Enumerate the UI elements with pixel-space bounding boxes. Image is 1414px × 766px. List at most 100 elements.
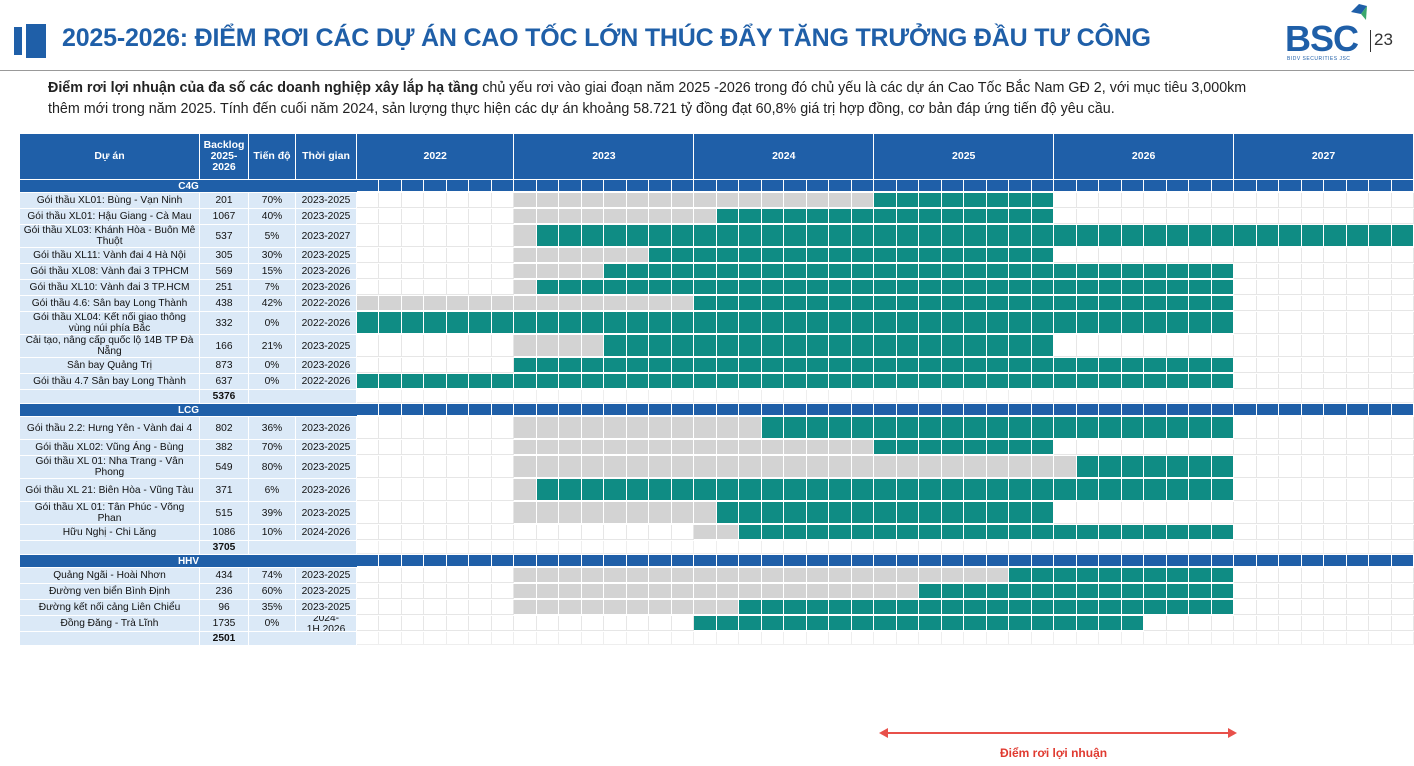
gantt-cell <box>671 312 695 334</box>
gantt-cell <box>1234 374 1257 389</box>
gantt-cell <box>1234 312 1257 334</box>
group-band-cell <box>1009 404 1032 416</box>
gantt-cell <box>671 440 695 455</box>
gantt-cell <box>1189 248 1212 263</box>
gantt-cell <box>851 632 875 645</box>
gantt-cell <box>604 248 627 263</box>
gantt-cell <box>1166 209 1190 224</box>
gantt-cell <box>851 193 875 208</box>
gantt-cell <box>469 280 492 295</box>
gantt-cell <box>806 264 830 279</box>
gantt-cell <box>806 225 830 247</box>
gantt-cell <box>604 296 627 311</box>
gantt-cell <box>559 280 582 295</box>
backlog-value: 1735 <box>200 616 248 631</box>
bsc-logo: BSC BIDV SECURITIES JSC <box>1285 4 1367 64</box>
gantt-cell <box>626 479 650 501</box>
gantt-cell <box>1369 193 1392 208</box>
gantt-cell <box>1369 525 1392 540</box>
gantt-cell <box>424 541 447 554</box>
gantt-cell <box>536 296 560 311</box>
period-value: 2023-2026 <box>296 479 356 501</box>
gantt-cell <box>649 335 672 357</box>
group-band-cell <box>671 180 695 192</box>
gantt-cell <box>581 335 605 357</box>
gantt-cell <box>559 600 582 615</box>
group-band-cell <box>739 404 762 416</box>
gantt-cell <box>514 525 537 540</box>
gantt-cell <box>716 225 740 247</box>
gantt-cell <box>1054 632 1077 645</box>
gantt-cell <box>1031 280 1055 295</box>
gantt-cell <box>919 584 942 599</box>
gantt-cell <box>446 525 470 540</box>
gantt-cell <box>829 390 852 403</box>
gantt-cell <box>649 502 672 524</box>
gantt-cell <box>626 280 650 295</box>
gantt-cell <box>379 440 402 455</box>
gantt-cell <box>1144 584 1167 599</box>
gantt-cell <box>964 440 987 455</box>
group-band-cell <box>1301 555 1325 567</box>
group-band-cell <box>874 555 897 567</box>
gantt-cell <box>469 417 492 439</box>
project-name: Gói thầu XL10: Vành đai 3 TP.HCM <box>20 280 199 295</box>
gantt-cell <box>491 456 515 478</box>
gantt-cell <box>1121 335 1145 357</box>
backlog-value: 236 <box>200 584 248 599</box>
gantt-cell <box>1324 248 1347 263</box>
gantt-cell <box>896 335 920 357</box>
group-band-cell <box>806 404 830 416</box>
gantt-cell <box>1031 600 1055 615</box>
gantt-cell <box>1346 632 1370 645</box>
gantt-cell <box>1301 225 1325 247</box>
gantt-cell <box>1324 358 1347 373</box>
gantt-cell <box>671 358 695 373</box>
gantt-cell <box>986 280 1010 295</box>
gantt-cell <box>1166 390 1190 403</box>
gantt-cell <box>649 264 672 279</box>
backlog-value: 96 <box>200 600 248 615</box>
gantt-cell <box>401 374 425 389</box>
gantt-cell <box>896 440 920 455</box>
gantt-cell <box>941 417 965 439</box>
group-band-cell <box>716 404 740 416</box>
gantt-cell <box>1009 479 1032 501</box>
header-period: Thời gian <box>296 134 356 179</box>
gantt-cell <box>1166 225 1190 247</box>
progress-value: 6% <box>249 479 295 501</box>
gantt-cell <box>446 193 470 208</box>
group-band-cell <box>1301 404 1325 416</box>
project-name: Quảng Ngãi - Hoài Nhơn <box>20 568 199 583</box>
gantt-cell <box>874 616 897 631</box>
gantt-cell <box>1234 440 1257 455</box>
gantt-cell <box>806 335 830 357</box>
gantt-cell <box>604 479 627 501</box>
gantt-cell <box>379 632 402 645</box>
gantt-cell <box>446 568 470 583</box>
gantt-cell <box>1121 280 1145 295</box>
period-value: 2023-2025 <box>296 568 356 583</box>
gantt-cell <box>671 374 695 389</box>
gantt-cell <box>649 479 672 501</box>
gantt-cell <box>536 525 560 540</box>
gantt-cell <box>401 616 425 631</box>
year-header-2023: 2023 <box>514 134 694 179</box>
gantt-cell <box>1391 584 1414 599</box>
gantt-cell <box>1369 358 1392 373</box>
gantt-cell <box>1256 225 1280 247</box>
gantt-cell <box>806 358 830 373</box>
group-band-cell <box>784 180 807 192</box>
progress-value: 10% <box>249 525 295 540</box>
gantt-cell <box>1054 296 1077 311</box>
gantt-cell <box>694 335 717 357</box>
year-header-2025: 2025 <box>874 134 1054 179</box>
gantt-cell <box>491 312 515 334</box>
gantt-cell <box>806 296 830 311</box>
gantt-cell <box>919 541 942 554</box>
group-band-cell <box>896 180 920 192</box>
gantt-cell <box>424 248 447 263</box>
gantt-cell <box>1121 374 1145 389</box>
group-band-cell <box>401 404 425 416</box>
project-name: Cải tạo, nâng cấp quốc lộ 14B TP Đà Nẵng <box>20 335 199 357</box>
